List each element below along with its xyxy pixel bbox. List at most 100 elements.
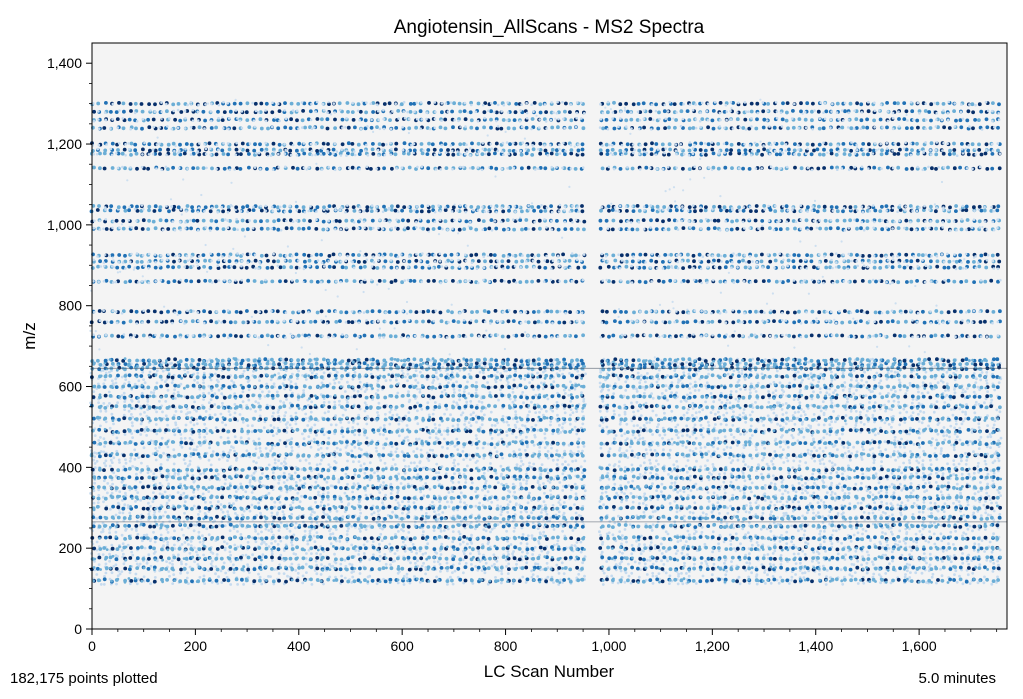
scatter-point — [185, 384, 190, 389]
scatter-point — [276, 259, 281, 264]
scatter-point — [371, 110, 375, 114]
scatter-point — [110, 546, 115, 551]
scatter-point — [135, 566, 140, 570]
scatter-point — [103, 461, 106, 465]
scatter-point — [128, 514, 132, 518]
scatter-point — [326, 111, 329, 114]
scatter-point — [360, 280, 363, 284]
scatter-point — [234, 205, 239, 210]
scatter-point — [185, 395, 190, 400]
scatter-point — [257, 572, 260, 576]
scatter-point — [352, 279, 357, 283]
scatter-point — [98, 416, 102, 420]
scatter-point — [105, 548, 109, 551]
scatter-point — [129, 166, 132, 169]
scatter-point — [158, 205, 163, 210]
scatter-point — [369, 536, 374, 540]
scatter-point — [204, 152, 208, 156]
scatter-point — [188, 436, 192, 440]
scatter-point — [186, 103, 189, 107]
scatter-point — [189, 218, 192, 222]
scatter-point — [283, 387, 287, 391]
scatter-point — [164, 510, 167, 514]
scatter-point — [179, 560, 183, 564]
scatter-point — [270, 319, 274, 324]
scatter-point — [196, 311, 200, 314]
scatter-point — [128, 359, 131, 363]
scatter-point — [351, 419, 355, 422]
scatter-point — [154, 451, 157, 455]
scatter-point — [182, 178, 185, 181]
scatter-point — [362, 524, 367, 529]
scatter-point — [146, 465, 149, 468]
scatter-point — [267, 463, 271, 467]
scatter-point — [133, 442, 138, 446]
scatter-point — [307, 362, 310, 365]
scatter-point — [264, 150, 267, 153]
scatter-point — [302, 407, 306, 410]
scatter-point — [153, 486, 157, 490]
scatter-point — [172, 476, 176, 480]
scatter-point — [338, 505, 342, 509]
scatter-point — [216, 374, 221, 378]
scatter-point — [127, 516, 132, 521]
scatter-point — [167, 506, 171, 509]
scatter-point — [232, 571, 236, 574]
scatter-point — [279, 399, 282, 403]
scatter-point — [296, 358, 300, 363]
scatter-point — [215, 417, 220, 422]
scatter-point — [185, 254, 189, 258]
scatter-point — [261, 538, 264, 541]
scatter-point — [248, 479, 252, 482]
scatter-point — [378, 542, 381, 546]
scatter-point — [108, 358, 112, 361]
scatter-point — [265, 525, 269, 528]
scatter-point — [146, 428, 150, 431]
scatter-point — [315, 218, 318, 221]
scatter-point — [189, 148, 192, 152]
scatter-point — [111, 309, 115, 313]
scatter-point — [182, 533, 186, 537]
scatter-point — [246, 358, 251, 362]
scatter-point — [359, 464, 363, 468]
scatter-point — [148, 148, 152, 153]
scatter-point — [376, 411, 379, 414]
scatter-point — [133, 111, 137, 115]
scatter-point — [149, 439, 153, 443]
scatter-point — [123, 580, 127, 584]
scatter-point — [344, 564, 348, 568]
scatter-point — [288, 126, 293, 130]
scatter-point — [215, 495, 220, 499]
scatter-point — [294, 335, 298, 338]
scatter-point — [141, 254, 145, 257]
scatter-point — [372, 320, 376, 324]
scatter-point — [171, 265, 176, 270]
scatter-point — [189, 100, 193, 104]
scatter-point — [289, 101, 294, 106]
scatter-point — [265, 373, 269, 377]
scatter-point — [228, 496, 232, 499]
scatter-point — [340, 142, 345, 147]
scatter-point — [271, 471, 275, 475]
scatter-point — [142, 536, 146, 540]
scatter-point — [141, 485, 145, 490]
scatter-point — [309, 445, 313, 449]
scatter-point — [321, 515, 325, 519]
scatter-point — [334, 280, 338, 283]
scatter-point — [294, 552, 298, 556]
scatter-point — [226, 556, 230, 559]
scatter-point — [257, 336, 261, 339]
scatter-point — [285, 487, 289, 491]
scatter-point — [289, 226, 294, 231]
scatter-point — [308, 219, 312, 223]
scatter-point — [196, 371, 200, 375]
scatter-point — [308, 535, 312, 539]
scatter-point — [165, 478, 169, 482]
scatter-point — [208, 413, 212, 417]
scatter-point — [259, 485, 263, 488]
scatter-point — [359, 511, 362, 515]
scatter-point — [340, 360, 343, 363]
scatter-point — [295, 364, 299, 367]
scatter-point — [114, 441, 118, 445]
scatter-point — [251, 227, 255, 230]
